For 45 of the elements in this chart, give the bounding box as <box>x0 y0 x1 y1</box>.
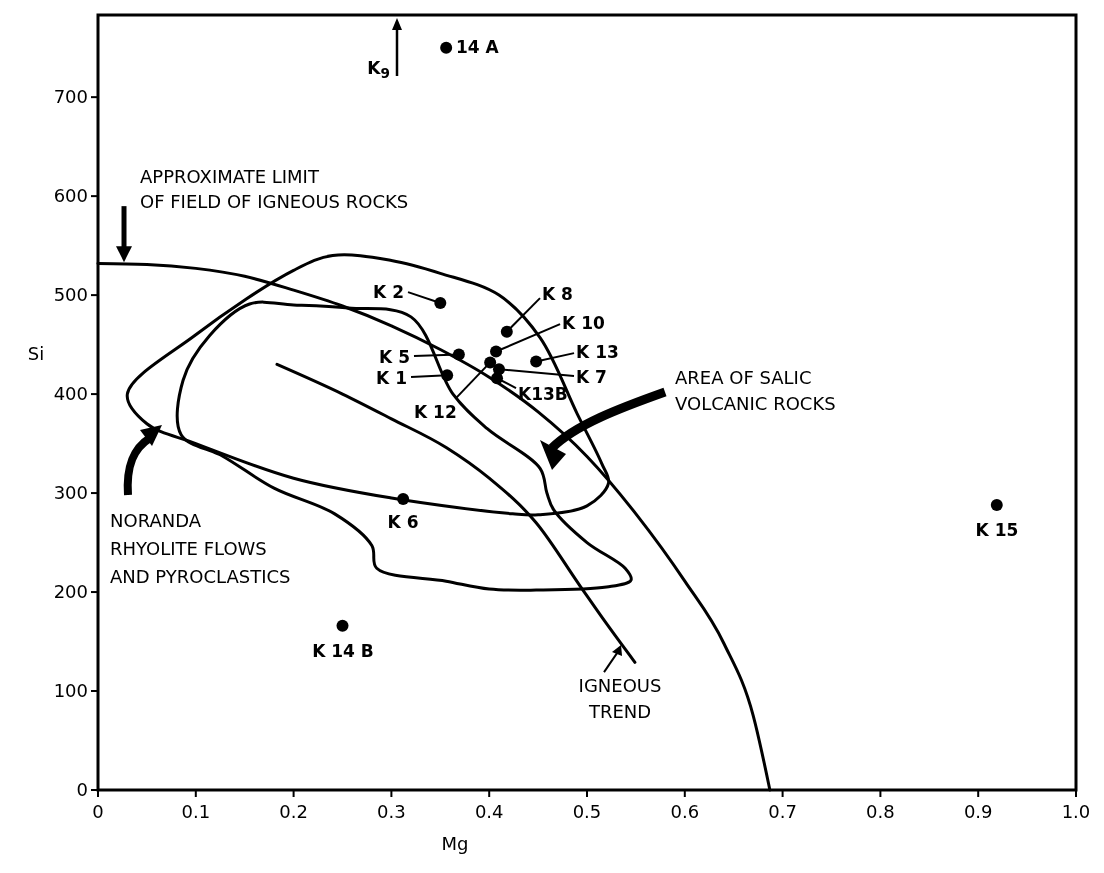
point <box>440 41 453 54</box>
x-tick-label: 0.5 <box>572 801 602 822</box>
x-tick-label: 0.9 <box>963 801 993 822</box>
annotation: K 14 B <box>312 640 374 661</box>
annotation: K 7 <box>576 366 607 387</box>
annotation: K 15 <box>975 519 1019 540</box>
annotation: K 2 <box>373 282 404 303</box>
x-tick-label: 0.2 <box>279 801 308 822</box>
annotation: APPROXIMATE LIMIT OF FIELD OF IGNEOUS ROCKS <box>140 166 409 213</box>
y-tick-label: 700 <box>53 86 88 108</box>
point <box>434 297 447 310</box>
annotation: K13B <box>518 384 568 404</box>
y-tick-label: 600 <box>53 185 88 207</box>
x-tick-label: 0.6 <box>670 801 700 822</box>
annotation: K 1 <box>376 368 408 389</box>
annotation: IGNEOUS TREND <box>578 675 662 723</box>
y-tick-label: 0 <box>76 779 88 801</box>
x-tick-label: 0.1 <box>181 801 211 822</box>
x-tick-label: 0.3 <box>377 801 406 822</box>
annotation: K 10 <box>562 313 605 334</box>
annotation: K$_{9}$ <box>367 57 390 82</box>
annotation: K 8 <box>542 284 573 305</box>
point <box>336 619 349 632</box>
y-tick-label: 200 <box>53 581 88 603</box>
annotation: 14 A <box>455 37 500 58</box>
annotation: K 5 <box>379 347 410 368</box>
x-tick-label: 1.0 <box>1061 801 1091 822</box>
x-tick-label: 0.7 <box>768 801 797 822</box>
annotation: K 12 <box>413 402 457 423</box>
y-tick-label: 400 <box>53 383 88 405</box>
y-axis-title: Si <box>27 343 45 364</box>
annotation: AREA OF SALIC VOLCANIC ROCKS <box>675 367 836 415</box>
x-axis-title: Mg <box>441 833 469 854</box>
x-tick-label: 0.4 <box>474 801 504 822</box>
point <box>990 498 1003 511</box>
point <box>397 493 410 505</box>
x-tick-label: 0 <box>92 801 104 822</box>
x-tick-label: 0.8 <box>866 801 895 822</box>
point <box>500 325 513 338</box>
annotation: K 6 <box>387 511 419 532</box>
annotation: K 13 <box>576 342 619 363</box>
y-tick-label: 100 <box>53 680 88 702</box>
annotation: NORANDA RHYOLITE FLOWS AND PYROCLASTICS <box>110 510 291 588</box>
y-tick-label: 300 <box>53 482 88 504</box>
y-tick-label: 500 <box>53 284 88 306</box>
